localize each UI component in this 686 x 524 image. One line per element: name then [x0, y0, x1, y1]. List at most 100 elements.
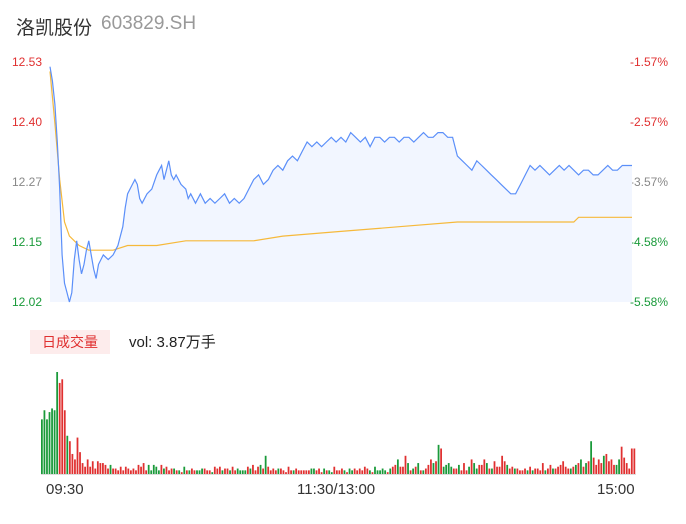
volume-bar: [600, 463, 603, 474]
volume-bar: [206, 470, 209, 474]
volume-bar: [155, 466, 158, 474]
volume-bar: [592, 457, 595, 474]
volume-bar: [432, 463, 435, 474]
volume-bar: [519, 470, 521, 474]
volume-bar: [427, 464, 430, 474]
volume-bar: [117, 470, 120, 474]
volume-bar: [216, 468, 219, 474]
volume-bar: [229, 470, 231, 474]
volume-bar: [539, 470, 542, 474]
volume-bar: [363, 466, 366, 474]
volume-bar: [572, 466, 575, 474]
volume-bar: [152, 464, 155, 474]
volume-bar: [580, 459, 582, 474]
volume-bar: [526, 470, 529, 474]
volume-bar: [224, 468, 226, 474]
volume-bar: [140, 466, 142, 474]
volume-bar: [267, 466, 270, 474]
volume-bar: [201, 468, 203, 474]
volume-bar: [104, 464, 107, 474]
volume-bar: [531, 470, 534, 474]
volume-bar: [468, 466, 470, 474]
volume-bar: [501, 455, 504, 474]
volume-bar: [43, 410, 46, 474]
volume-bar: [58, 382, 61, 474]
volume-bar: [178, 470, 181, 474]
volume-bar: [157, 470, 160, 474]
volume-bar: [595, 464, 598, 474]
volume-bar: [241, 470, 244, 474]
volume-bar: [68, 441, 71, 474]
volume-bar: [493, 461, 496, 474]
volume-bar: [516, 468, 519, 474]
volume-bar: [590, 441, 593, 474]
volume-bar: [506, 464, 509, 474]
x-tick-label: 09:30: [46, 481, 84, 498]
volume-bar: [460, 470, 463, 474]
y-right-tick: -4.58%: [630, 235, 669, 249]
volume-bar: [307, 470, 310, 474]
volume-bar: [262, 468, 264, 474]
stock-code: 603829.SH: [101, 13, 197, 34]
volume-bar: [175, 470, 178, 474]
volume-bar: [417, 463, 420, 474]
volume-bar: [610, 459, 613, 474]
x-tick-label: 15:00: [597, 481, 635, 498]
y-right-tick: -1.57%: [630, 55, 669, 69]
volume-bar: [374, 466, 376, 474]
volume-bar: [409, 470, 412, 474]
volume-bar: [297, 470, 300, 474]
y-left-tick: 12.40: [12, 115, 43, 129]
volume-bar: [503, 461, 506, 474]
volume-bar: [99, 463, 102, 474]
volume-bar: [524, 468, 526, 474]
volume-bar: [119, 466, 122, 474]
volume-bar: [394, 464, 397, 474]
volume-bar: [577, 463, 580, 474]
volume-bar: [193, 470, 196, 474]
volume-bar: [455, 468, 458, 474]
volume-bar: [315, 470, 318, 474]
volume-bar: [66, 435, 69, 474]
volume-bar: [330, 472, 333, 474]
volume-bar: [414, 466, 417, 474]
volume-bar: [557, 466, 559, 474]
volume-bar: [496, 466, 498, 474]
volume-bar: [221, 470, 224, 474]
volume-bar: [623, 457, 626, 474]
volume-bar: [422, 470, 425, 474]
volume-bar: [338, 470, 341, 474]
volume-bar: [285, 472, 287, 474]
volume-bar: [412, 468, 415, 474]
volume-bar: [287, 466, 290, 474]
volume-bar: [168, 470, 170, 474]
volume-bar: [435, 461, 437, 474]
volume-bar: [325, 470, 328, 474]
volume-bar: [341, 468, 343, 474]
volume-bar: [185, 470, 188, 474]
volume-bar: [335, 470, 338, 474]
volume-bar: [574, 464, 577, 474]
volume-bar: [582, 466, 585, 474]
volume-bar: [498, 466, 501, 474]
volume-bar: [290, 470, 292, 474]
volume-bar: [625, 463, 628, 474]
volume-bar: [180, 472, 183, 474]
volume-bar: [473, 463, 476, 474]
volume-bar: [305, 470, 308, 474]
volume-bar: [491, 468, 493, 474]
volume-bar: [254, 470, 257, 474]
volume-bar: [269, 470, 272, 474]
volume-bar: [218, 466, 221, 474]
volume-bar: [292, 470, 295, 474]
volume-bar: [384, 470, 387, 474]
volume-bar: [211, 472, 214, 474]
average-price-line: [49, 71, 632, 251]
volume-bar: [203, 468, 206, 474]
volume-bar: [48, 412, 51, 474]
y-right-tick: -2.57%: [630, 115, 669, 129]
volume-bar: [559, 464, 562, 474]
volume-bar: [343, 470, 346, 474]
volume-bar: [51, 408, 53, 474]
volume-bar: [618, 459, 620, 474]
